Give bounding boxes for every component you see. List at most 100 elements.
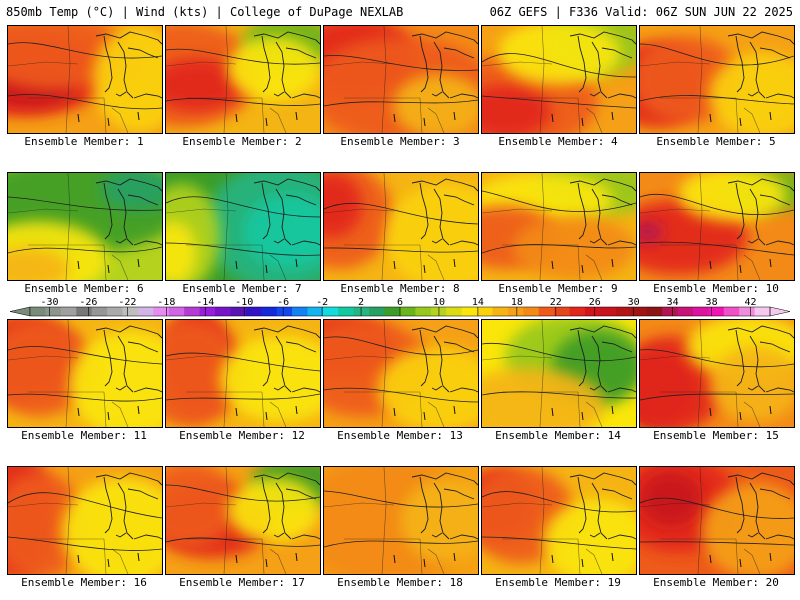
ensemble-member-label: Ensemble Member: 13	[337, 429, 463, 442]
ensemble-member-map	[165, 172, 321, 281]
ensemble-member-label: Ensemble Member: 18	[337, 576, 463, 589]
colorbar-tick-label: -26	[79, 297, 97, 308]
ensemble-member-label: Ensemble Member: 4	[498, 135, 618, 148]
state-borders	[166, 173, 287, 280]
colorbar-swatch	[523, 307, 540, 316]
wind-barb	[709, 113, 712, 123]
colorbar-tick-label: 10	[433, 297, 445, 308]
temperature-region	[543, 499, 636, 574]
great-lakes-outline	[569, 31, 636, 99]
colorbar-swatch	[137, 307, 154, 316]
colorbar-swatch	[338, 307, 355, 316]
wind-barb	[551, 260, 554, 270]
colorbar-swatch	[369, 307, 385, 316]
wind-barb	[265, 117, 268, 127]
wind-barb	[453, 111, 456, 121]
ensemble-member-map	[639, 319, 795, 428]
wind-barb	[709, 260, 712, 270]
great-lakes-outline	[727, 178, 794, 246]
temperature-region	[166, 320, 243, 427]
temperature-region	[640, 472, 702, 526]
wind-barb	[709, 407, 712, 417]
isotherm-contour	[640, 193, 794, 256]
wind-barb	[769, 405, 772, 415]
ensemble-member-map	[7, 25, 163, 134]
ensemble-member-label: Ensemble Member: 19	[495, 576, 621, 589]
isotherm-contour	[324, 55, 478, 107]
ensemble-member-label: Ensemble Member: 5	[656, 135, 776, 148]
temperature-region	[166, 467, 236, 548]
wind-barb	[551, 407, 554, 417]
colorbar-swatch	[415, 307, 432, 316]
wind-barb	[709, 554, 712, 564]
wind-barb	[77, 554, 80, 564]
wind-barb	[235, 407, 238, 417]
colorbar-swatch	[708, 307, 725, 316]
wind-barb	[77, 407, 80, 417]
wind-barb	[393, 113, 396, 123]
colorbar-tick-label: 42	[745, 297, 757, 308]
great-lakes-outline	[569, 178, 636, 246]
ensemble-member-map	[481, 25, 637, 134]
state-borders	[324, 467, 445, 574]
state-borders	[482, 173, 603, 280]
ensemble-member-map	[7, 172, 163, 281]
isotherm-contour	[166, 352, 320, 401]
isotherm-contour	[482, 190, 636, 254]
great-lakes-outline	[411, 325, 478, 393]
colorbar-tick-label: -2	[316, 297, 328, 308]
wind-barb	[295, 111, 298, 121]
colorbar-swatch	[538, 307, 555, 316]
wind-barb	[769, 552, 772, 562]
colorbar-swatch	[215, 307, 231, 316]
wind-barb	[77, 260, 80, 270]
temperature-region	[227, 36, 320, 101]
colorbar-tick-label: 30	[628, 297, 640, 308]
temperature-region	[219, 336, 320, 422]
wind-barb	[393, 554, 396, 564]
great-lakes-outline	[253, 472, 320, 540]
colorbar-swatch	[107, 307, 123, 316]
wind-barb	[107, 264, 110, 274]
colorbar-swatch	[739, 307, 755, 316]
colorbar-swatch	[615, 307, 632, 316]
ensemble-member-map	[481, 319, 637, 428]
isotherm-contour	[8, 492, 162, 551]
ensemble-member-map	[323, 319, 479, 428]
colorbar-tick-label: 34	[667, 297, 679, 308]
state-borders	[324, 320, 445, 427]
wind-barb	[235, 113, 238, 123]
state-borders	[324, 173, 445, 280]
great-lakes-outline	[95, 31, 162, 99]
isotherm-contour	[482, 53, 636, 109]
ensemble-member-map	[481, 466, 637, 575]
ensemble-member-label: Ensemble Member: 14	[495, 429, 621, 442]
colorbar-swatch	[507, 307, 524, 316]
ensemble-member-label: Ensemble Member: 10	[653, 282, 779, 295]
ensemble-member-map	[639, 466, 795, 575]
state-borders	[8, 467, 129, 574]
ensemble-member-label: Ensemble Member: 1	[24, 135, 144, 148]
wind-barb	[581, 264, 584, 274]
state-borders	[640, 173, 761, 280]
wind-barb	[611, 552, 614, 562]
colorbar-tick-label: 2	[358, 297, 364, 308]
colorbar-tick-label: -10	[235, 297, 253, 308]
wind-barb	[137, 111, 140, 121]
wind-barb	[453, 405, 456, 415]
colorbar-swatch	[261, 307, 278, 316]
temperature-region	[640, 221, 664, 243]
wind-barb	[739, 411, 742, 421]
colorbar-swatch	[600, 307, 617, 316]
colorbar-swatch	[492, 307, 509, 316]
wind-barb	[393, 407, 396, 417]
wind-barb	[551, 554, 554, 564]
temperature-region	[61, 477, 162, 574]
colorbar-swatch	[754, 307, 771, 316]
isotherm-contour	[8, 346, 162, 402]
temperature-region	[701, 483, 794, 574]
ensemble-member-label: Ensemble Member: 3	[340, 135, 460, 148]
ensemble-member-label: Ensemble Member: 11	[21, 429, 147, 442]
colorbar-swatch	[585, 307, 601, 316]
state-borders	[8, 173, 129, 280]
